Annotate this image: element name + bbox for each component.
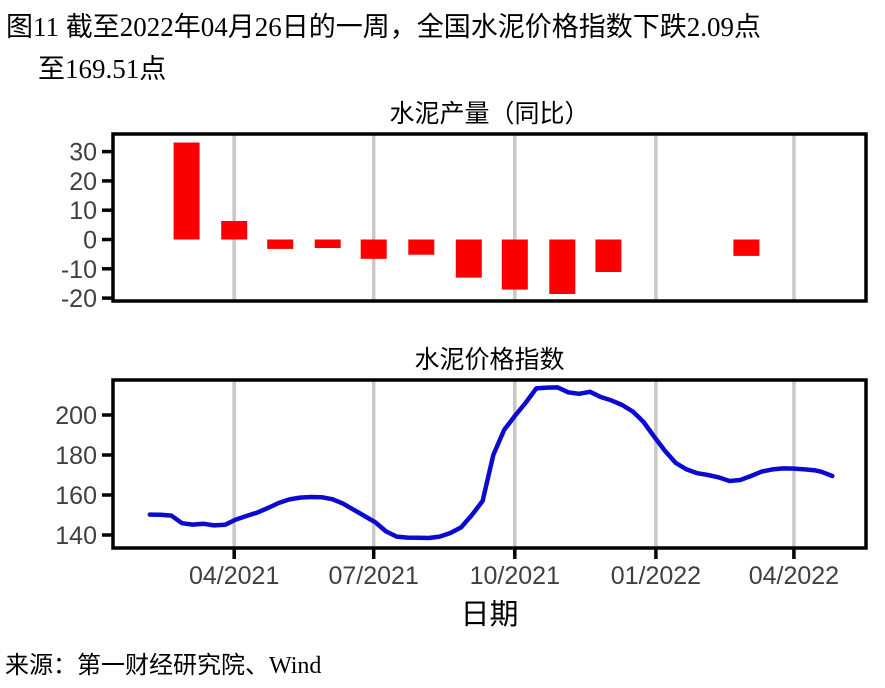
- y-tick-label: 180: [55, 442, 97, 470]
- y-tick-label: 140: [55, 522, 97, 550]
- y-tick-label: 0: [83, 227, 97, 255]
- y-tick-label: 30: [69, 139, 97, 167]
- price-index-line: [147, 385, 835, 541]
- bar-2021-03-01: [173, 142, 200, 240]
- source-text: 来源：第一财经研究院、Wind: [5, 653, 322, 679]
- chart1-title: 水泥产量（同比）: [389, 101, 590, 128]
- y-tick-label: 160: [55, 482, 97, 510]
- bar-2021-09-01: [455, 239, 482, 278]
- bar-2021-12-01: [595, 239, 622, 272]
- x-axis-label: 日期: [460, 599, 519, 631]
- y-tick-label: 20: [69, 168, 97, 196]
- figure-title-line1: 图11 截至2022年04月26日的一周，全国水泥价格指数下跌2.09点: [6, 12, 761, 42]
- plot-border: [111, 378, 868, 550]
- bar-2021-08-01: [408, 239, 435, 255]
- plot-border: [111, 132, 868, 303]
- bar-2021-05-01: [267, 239, 294, 249]
- bar-2021-06-01: [314, 239, 341, 248]
- x-tick-label: 01/2022: [611, 562, 701, 590]
- bar-2021-07-01: [360, 239, 387, 259]
- x-tick-label: 07/2021: [329, 562, 419, 590]
- figure-title-line2: 至169.51点: [38, 54, 167, 84]
- y-tick-label: -10: [61, 256, 97, 284]
- y-tick-label: 10: [69, 197, 97, 225]
- y-tick-label: 200: [55, 402, 97, 430]
- x-tick-label: 04/2021: [189, 562, 279, 590]
- y-tick-label: -20: [61, 285, 97, 313]
- bar-2021-04-01: [221, 221, 248, 240]
- x-tick-label: 04/2022: [749, 562, 839, 590]
- bar-2022-03-01: [733, 239, 760, 256]
- x-tick-label: 10/2021: [470, 562, 560, 590]
- bar-2021-11-01: [549, 239, 576, 294]
- bar-2021-10-01: [501, 239, 528, 290]
- chart2-title: 水泥价格指数: [414, 347, 565, 374]
- cement-price-index-line-chart: 200 180 160 140 04/2021 07/2021 10/2021 01/2022…: [55, 378, 868, 590]
